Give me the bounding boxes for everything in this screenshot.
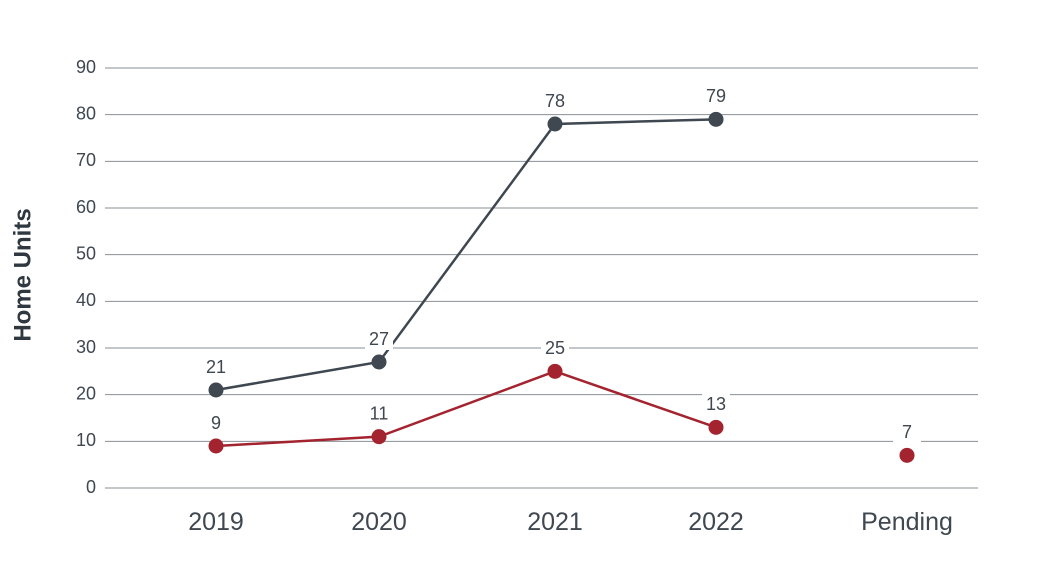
- y-axis-ticks: 0 10 20 30 40 50 60 70 80 90: [76, 57, 96, 497]
- series-1-data-label: 11: [370, 403, 389, 423]
- x-tick-label: 2022: [688, 508, 744, 536]
- series-1-point: [708, 419, 724, 435]
- x-tick-label: Pending: [861, 508, 953, 536]
- y-tick-label: 80: [76, 103, 96, 123]
- data-labels: 21 27 78 79 9 11 25 13 7: [202, 85, 921, 444]
- series-0-line: [215, 118, 717, 392]
- data-label-bg: [893, 421, 921, 444]
- data-label-bg: [365, 402, 393, 425]
- data-label-bg: [541, 90, 569, 112]
- series-1-data-label: 13: [706, 394, 726, 414]
- x-axis-ticks: 2019 2020 2021 2022 Pending: [188, 508, 953, 536]
- x-tick-label: 2020: [351, 508, 407, 536]
- data-label-bg: [365, 328, 393, 350]
- data-label-bg: [702, 393, 730, 416]
- y-tick-label: 40: [76, 290, 96, 310]
- series-1-line: [215, 370, 717, 448]
- series-0-data-label: 78: [545, 91, 565, 111]
- series-1-point: [371, 429, 387, 445]
- series-0-point: [708, 111, 724, 127]
- y-tick-label: 20: [76, 383, 96, 403]
- series-1-data-label: 9: [211, 413, 221, 433]
- y-tick-label: 70: [76, 150, 96, 170]
- y-tick-label: 30: [76, 337, 96, 357]
- series-0-data-label: 21: [206, 357, 226, 377]
- series-lines: [215, 118, 717, 448]
- data-label-bg: [702, 85, 730, 108]
- series-points: [208, 111, 915, 463]
- x-tick-label: 2021: [527, 508, 583, 536]
- y-tick-label: 50: [76, 243, 96, 263]
- y-tick-label: 60: [76, 197, 96, 217]
- series-1-data-label: 25: [545, 338, 565, 358]
- y-axis-label: Home Units: [9, 208, 36, 341]
- series-0-point: [371, 354, 387, 370]
- series-0-point: [547, 116, 563, 132]
- data-label-bg: [541, 337, 569, 360]
- y-tick-label: 90: [76, 57, 96, 77]
- y-tick-label: 0: [86, 477, 96, 497]
- series-0-data-label: 79: [706, 86, 726, 106]
- series-1-point: [547, 363, 563, 379]
- gridlines: [105, 67, 978, 489]
- series-0-point: [208, 382, 224, 398]
- series-1-point: [208, 438, 224, 454]
- x-tick-label: 2019: [188, 508, 244, 536]
- series-1-data-label: 7: [902, 422, 912, 442]
- series-1-point: [899, 447, 915, 463]
- data-label-bg: [202, 412, 230, 434]
- y-tick-label: 10: [76, 430, 96, 450]
- data-label-bg: [202, 356, 230, 378]
- series-0-data-label: 27: [369, 329, 389, 349]
